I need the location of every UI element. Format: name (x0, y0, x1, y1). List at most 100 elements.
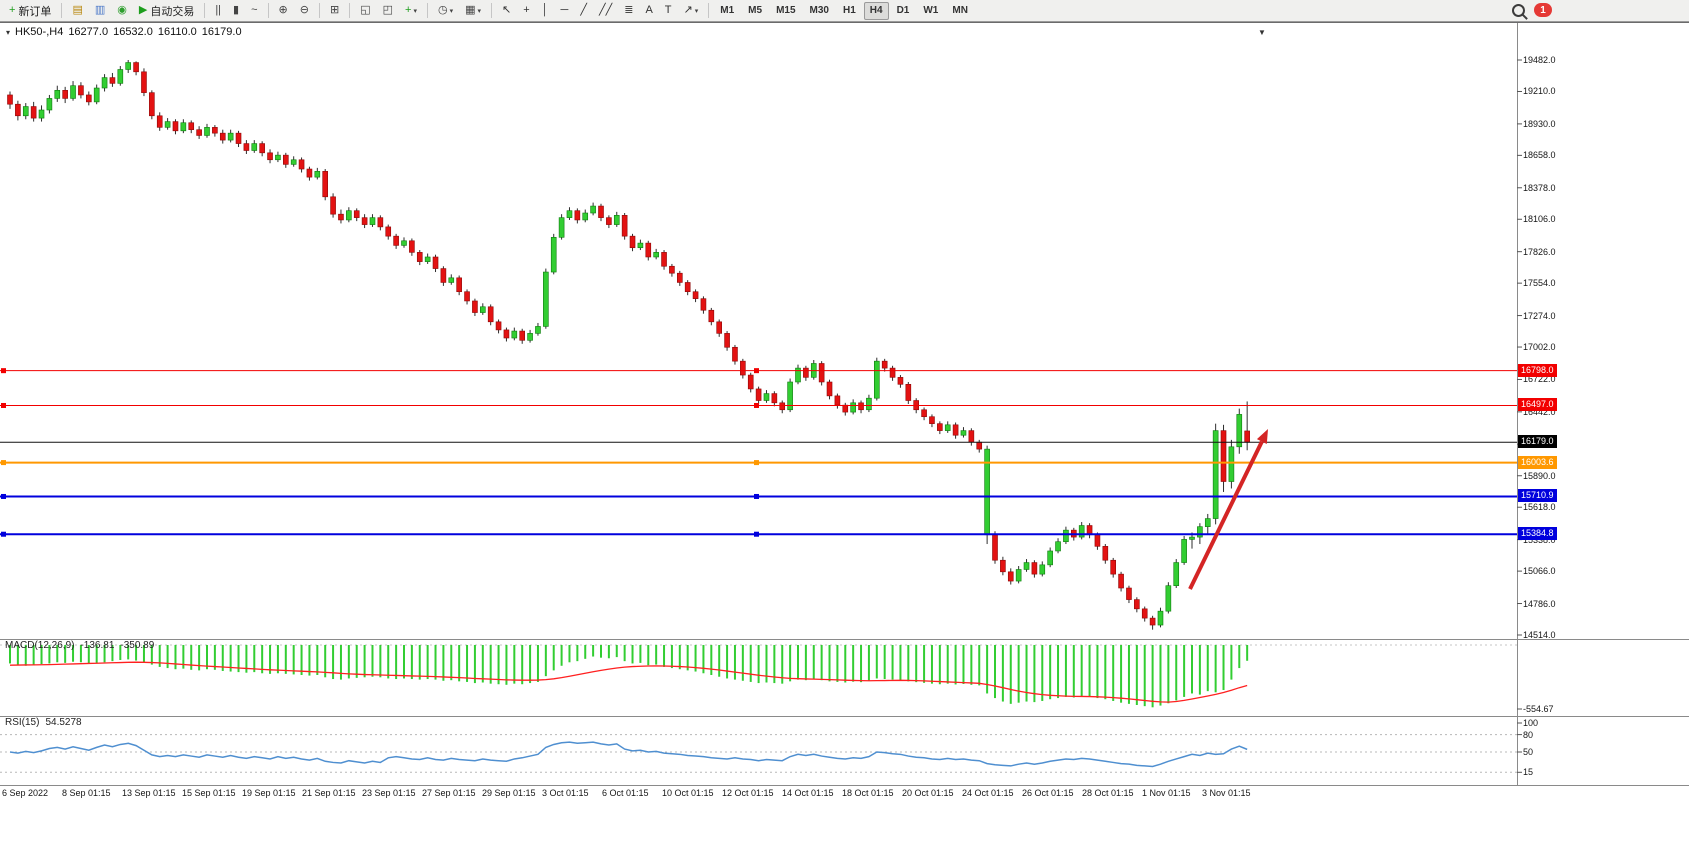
macd-main-value: -136.81 (80, 640, 115, 651)
vertical-line-tool-icon: │ (541, 4, 549, 16)
templates-button[interactable]: ▦ ▾ (460, 2, 486, 20)
bar-chart-type-button[interactable]: || (210, 2, 226, 20)
channel-tool-button[interactable]: ╱╱ (594, 2, 617, 20)
chart-area: 19482.0 19210.0 18930.0 18658.0 18378.0 18106… (0, 22, 1689, 862)
zoom-out-button[interactable]: ⊖ (295, 2, 314, 20)
zoom-out-icon: ⊖ (299, 4, 309, 16)
chart-header: ▾ HK50-,H4 16277.0 16532.0 16110.0 16179.0 (6, 26, 247, 38)
rsi-indicator-label: RSI(15) 54.5278 (5, 717, 88, 728)
trend-arrow[interactable] (1188, 440, 1264, 590)
chart-canvas[interactable] (0, 23, 1689, 803)
timeframe-mn-button[interactable]: MN (946, 2, 974, 20)
market-watch-button[interactable]: ▤ (67, 2, 87, 20)
toolbar-right: 1 (1512, 3, 1552, 17)
toolbar-separator (491, 3, 493, 18)
channel-tool-icon: ╱╱ (598, 4, 613, 16)
chart-symbol-timeframe: HK50-,H4 (15, 26, 64, 38)
collapse-icon[interactable]: ▾ (6, 28, 11, 37)
toolbar-separator (708, 3, 710, 18)
line-chart-type-icon: ~ (251, 4, 258, 16)
dropdown-caret-icon: ▾ (449, 7, 454, 15)
new-order-button-label: 新订单 (18, 5, 52, 18)
timeframe-h1-button[interactable]: H1 (837, 2, 862, 20)
navigator-icon: ◉ (117, 4, 127, 16)
zoom-in-button[interactable]: ⊕ (274, 2, 293, 20)
dropdown-caret-icon: ▾ (477, 7, 482, 15)
rsi-line (9, 741, 1248, 768)
add-indicator-icon: + (405, 4, 412, 16)
search-icon[interactable] (1512, 3, 1525, 17)
ohlc-open: 16277.0 (68, 26, 109, 38)
toolbar-separator (426, 3, 428, 18)
line-chart-type-button[interactable]: ~ (246, 2, 262, 20)
macd-signal-line (9, 661, 1248, 703)
trend-arrow-head (1256, 429, 1268, 444)
autotrading-icon: ▶ (138, 4, 148, 16)
new-order-button[interactable]: + 新订单 (4, 2, 56, 20)
vertical-line-tool-button[interactable]: │ (537, 2, 554, 20)
label-tool-button[interactable]: T (660, 2, 677, 20)
trendline-tool-icon: ╱ (580, 4, 587, 16)
text-tool-button[interactable]: A (640, 2, 657, 20)
navigator-button[interactable]: ◉ (112, 2, 132, 20)
timeframe-h4-button[interactable]: H4 (863, 1, 889, 20)
dropdown-caret-icon: ▾ (413, 7, 417, 15)
timeframe-m30-button[interactable]: M30 (804, 2, 835, 20)
ohlc-low: 16110.0 (157, 26, 197, 38)
data-window-button[interactable]: ▥ (90, 2, 110, 20)
macd-histogram (9, 645, 1249, 708)
arrows-tool-button[interactable]: ↗ ▾ (679, 2, 704, 20)
text-tool-icon: A (645, 4, 653, 16)
add-indicator-button[interactable]: + ▾ (400, 2, 422, 20)
rsi-value: 54.5278 (45, 717, 82, 728)
chart-shift-marker[interactable]: ▼ (1258, 28, 1266, 37)
rsi-title: RSI(15) (5, 717, 40, 728)
arrange-charts-icon: ◱ (360, 4, 371, 16)
cascade-charts-button[interactable]: ◰ (378, 2, 398, 20)
periods-button[interactable]: ◷ ▾ (433, 2, 458, 20)
toolbar-separator (61, 3, 63, 18)
toolbar: + 新订单 ▤ ▥ ◉ ▶ 自动交易 || ▮ ~ ⊕ ⊖ ⊞ ◱ ◰ + ▾ ◷ ▾ ▦ ▾ ↖ + │ ─ ╱ ╱╱ ≣ A T ↗ ▾ M… (0, 0, 1689, 22)
tile-windows-button[interactable]: ⊞ (325, 2, 344, 20)
timeframe-m15-button[interactable]: M15 (770, 2, 801, 20)
fibonacci-tool-icon: ≣ (624, 4, 634, 16)
arrange-charts-button[interactable]: ◱ (355, 2, 375, 20)
candlestick-chart-type-icon: ▮ (233, 4, 240, 16)
crosshair-tool-button[interactable]: + (518, 2, 534, 20)
toolbar-buttons: + 新订单 ▤ ▥ ◉ ▶ 自动交易 || ▮ ~ ⊕ ⊖ ⊞ ◱ ◰ + ▾ ◷ ▾ ▦ ▾ ↖ + │ ─ ╱ ╱╱ ≣ A T ↗ ▾ M… (0, 0, 975, 21)
cascade-charts-icon: ◰ (382, 4, 394, 16)
trendline-tool-button[interactable]: ╱ (575, 2, 592, 20)
timeframe-d1-button[interactable]: D1 (891, 2, 916, 20)
ohlc-high: 16532.0 (113, 26, 153, 38)
crosshair-tool-icon: + (523, 4, 530, 16)
market-watch-icon: ▤ (72, 4, 83, 16)
horizontal-line-tool-button[interactable]: ─ (556, 2, 574, 20)
templates-icon: ▦ (465, 4, 476, 16)
periods-icon: ◷ (437, 4, 448, 16)
cursor-tool-button[interactable]: ↖ (497, 2, 516, 20)
zoom-in-icon: ⊕ (278, 4, 288, 16)
toolbar-separator (318, 3, 320, 18)
tile-windows-icon: ⊞ (329, 4, 340, 16)
autotrading-button-label: 自动交易 (150, 5, 195, 18)
toolbar-separator (204, 3, 206, 18)
notification-badge[interactable]: 1 (1534, 3, 1552, 17)
timeframe-m1-button[interactable]: M1 (714, 2, 740, 20)
cursor-tool-icon: ↖ (502, 4, 512, 16)
toolbar-separator (349, 3, 351, 18)
arrows-tool-icon: ↗ (683, 4, 693, 16)
macd-indicator-label: MACD(12,26,9) -136.81 -350.89 (5, 640, 160, 651)
ohlc-close: 16179.0 (201, 26, 242, 38)
candlestick-chart-type-button[interactable]: ▮ (228, 2, 244, 20)
autotrading-button[interactable]: ▶ 自动交易 (134, 2, 199, 20)
candles (7, 60, 1250, 630)
data-window-icon: ▥ (94, 4, 106, 16)
fibonacci-tool-button[interactable]: ≣ (619, 2, 638, 20)
timeframe-w1-button[interactable]: W1 (917, 2, 944, 20)
macd-title: MACD(12,26,9) (5, 640, 75, 651)
timeframe-m5-button[interactable]: M5 (742, 2, 768, 20)
bar-chart-type-icon: || (215, 4, 222, 16)
new-order-icon: + (9, 4, 16, 16)
macd-signal-value: -350.89 (120, 640, 155, 651)
